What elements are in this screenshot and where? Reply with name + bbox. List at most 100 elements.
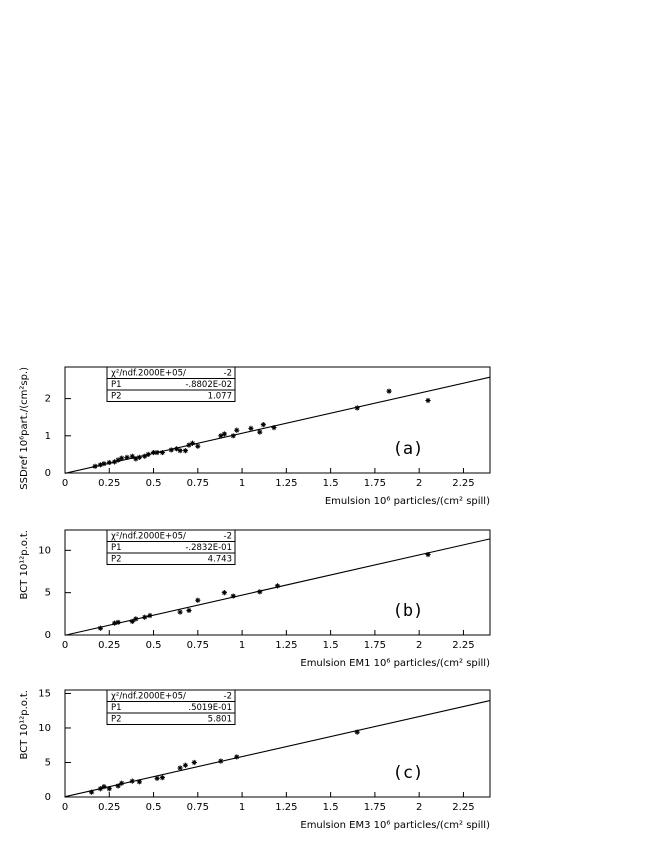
y-tick-label: 5: [45, 757, 51, 768]
data-point: [425, 551, 431, 558]
plot-frame: [64, 366, 491, 474]
data-point: [97, 625, 104, 631]
data-point: [92, 463, 98, 469]
x-tick-label: 2: [416, 478, 422, 489]
x-tick-label: 1.75: [364, 640, 386, 651]
stats-ndf: -2: [224, 531, 232, 541]
data-point: [129, 453, 135, 459]
panel-label: (a): [393, 439, 424, 459]
y-axis-label: SSDref 10⁶part./(cm²sp.): [19, 367, 30, 490]
x-tick-label: 0: [62, 640, 68, 651]
data-point: [221, 431, 227, 437]
stats-chi2: χ²/ndf.2000E+05/: [111, 531, 186, 541]
x-axis-label: Emulsion EM3 10⁶ particles/(cm² spill): [300, 820, 490, 831]
data-point: [154, 775, 160, 781]
data-point: [115, 783, 121, 789]
stats-box: [106, 689, 236, 725]
data-point: [195, 443, 201, 449]
x-tick-label: 2.25: [452, 478, 474, 489]
data-point: [271, 425, 277, 431]
stats-box: [106, 366, 236, 402]
x-tick-label: 1: [239, 478, 245, 489]
data-point: [221, 590, 227, 596]
y-tick-label: 0: [45, 630, 51, 641]
x-tick-label: 2.25: [452, 640, 474, 651]
data-point: [218, 433, 224, 439]
plot-frame: [64, 689, 491, 798]
stats-p2-name: P2: [111, 554, 122, 564]
stats-p1: -.2832E-01: [185, 543, 232, 553]
stats-p1-name: P1: [111, 703, 122, 713]
data-point: [234, 427, 240, 433]
stats-p2: 1.077: [208, 391, 232, 401]
x-tick-label: 0.25: [98, 478, 120, 489]
x-axis-label: Emulsion EM1 10⁶ particles/(cm² spill): [300, 658, 490, 669]
fit-line: [64, 700, 491, 798]
data-point: [142, 614, 148, 620]
panel-label: (b): [393, 601, 424, 621]
data-point: [150, 449, 157, 456]
data-point: [97, 786, 104, 792]
data-point: [182, 762, 189, 768]
data-point: [218, 758, 224, 764]
data-point: [97, 462, 104, 468]
stats-p2-name: P2: [111, 714, 122, 724]
x-tick-label: 0.25: [98, 802, 120, 813]
data-point: [425, 397, 431, 404]
x-tick-label: 1: [239, 802, 245, 813]
x-tick-label: 0.5: [146, 802, 162, 813]
y-tick-label: 15: [38, 688, 51, 699]
panel-label: (c): [393, 763, 424, 783]
data-point: [260, 422, 266, 428]
data-point: [88, 789, 95, 795]
x-tick-label: 2.25: [452, 802, 474, 813]
data-point: [129, 618, 135, 625]
y-tick-label: 2: [45, 394, 51, 405]
stats-ndf: -2: [224, 368, 232, 378]
data-point: [142, 453, 148, 459]
x-tick-label: 1.25: [275, 478, 297, 489]
data-point: [111, 620, 118, 626]
data-point: [248, 425, 254, 431]
data-point: [230, 593, 236, 599]
y-axis-label: BCT 10¹²p.o.t.: [19, 530, 30, 599]
data-point: [257, 429, 263, 435]
data-point: [133, 456, 139, 462]
data-point: [136, 779, 142, 785]
data-point: [106, 459, 112, 466]
x-tick-label: 1.5: [323, 478, 339, 489]
data-point: [159, 449, 165, 456]
y-axis-label: BCT 10¹²p.o.t.: [19, 690, 30, 759]
x-tick-label: 0: [62, 478, 68, 489]
data-point: [234, 754, 240, 760]
x-tick-label: 0.5: [146, 478, 162, 489]
y-tick-label: 5: [45, 588, 51, 599]
x-tick-label: 2: [416, 640, 422, 651]
data-point: [101, 784, 107, 790]
data-point: [173, 446, 180, 452]
data-point: [129, 778, 135, 784]
x-tick-label: 0.75: [187, 640, 209, 651]
x-tick-label: 0.75: [187, 802, 209, 813]
data-point: [177, 609, 183, 615]
x-tick-label: 0.25: [98, 640, 120, 651]
data-point: [145, 451, 151, 458]
data-point: [257, 589, 263, 595]
data-point: [186, 607, 192, 614]
y-tick-label: 10: [38, 545, 51, 556]
data-point: [177, 765, 183, 771]
x-tick-label: 1.75: [364, 478, 386, 489]
stats-p1: .5019E-01: [188, 703, 232, 713]
data-point: [191, 759, 197, 766]
x-tick-label: 0: [62, 802, 68, 813]
x-tick-label: 1.5: [323, 802, 339, 813]
x-tick-label: 0.5: [146, 640, 162, 651]
plot-frame: [64, 529, 491, 636]
x-tick-label: 0.75: [187, 478, 209, 489]
x-tick-label: 1.75: [364, 802, 386, 813]
data-point: [147, 612, 153, 619]
data-point: [101, 461, 107, 467]
stats-p1: -.8802E-02: [185, 380, 232, 390]
y-tick-label: 10: [38, 723, 51, 734]
stats-p1-name: P1: [111, 543, 122, 553]
